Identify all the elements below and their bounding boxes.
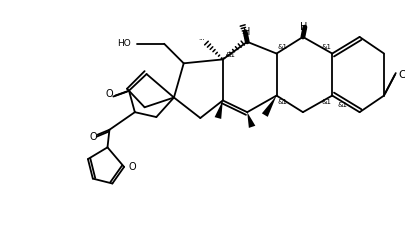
Text: &1: &1 bbox=[321, 44, 330, 50]
Text: &1: &1 bbox=[336, 102, 346, 108]
Text: ...: ... bbox=[197, 35, 204, 41]
Polygon shape bbox=[214, 100, 222, 119]
Text: O: O bbox=[398, 70, 405, 80]
Polygon shape bbox=[247, 112, 255, 128]
Text: &1: &1 bbox=[277, 44, 287, 50]
Text: &1: &1 bbox=[277, 99, 287, 105]
Polygon shape bbox=[261, 96, 276, 117]
Text: &1: &1 bbox=[225, 52, 235, 58]
Text: H: H bbox=[299, 22, 307, 32]
Text: O: O bbox=[128, 162, 135, 172]
Text: O: O bbox=[105, 89, 113, 99]
Text: HO: HO bbox=[117, 39, 131, 48]
Text: O: O bbox=[89, 132, 96, 141]
Text: H: H bbox=[242, 27, 249, 37]
Text: &1: &1 bbox=[321, 99, 330, 105]
